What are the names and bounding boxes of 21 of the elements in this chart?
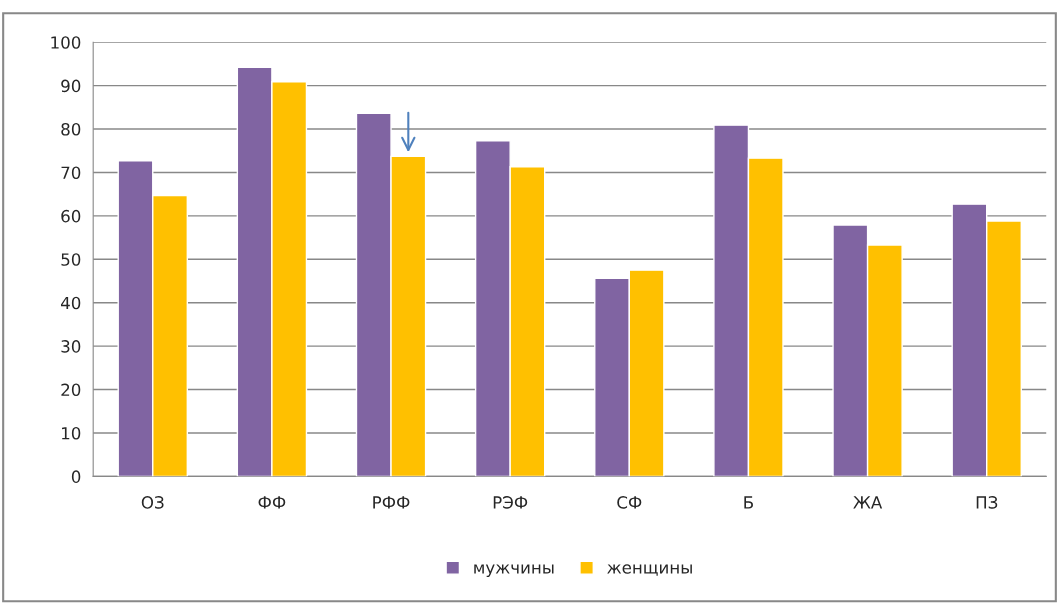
y-tick-label: 100 [51, 36, 81, 49]
x-tick-label: Б [744, 496, 753, 509]
y-tick-label: 40 [60, 296, 81, 310]
x-tick-label: ЖА [853, 496, 883, 509]
x-tick-label: ОЗ [141, 496, 164, 509]
legend-label: мужчины [474, 564, 554, 577]
x-tick-label: ФФ [258, 496, 286, 509]
y-tick-label: 90 [61, 79, 81, 93]
y-tick-label: 20 [61, 383, 81, 397]
y-tick-label: 80 [61, 123, 81, 136]
y-tick-label: 10 [62, 426, 81, 440]
x-tick-label: ПЗ [976, 496, 998, 509]
x-tick-label: СФ [617, 496, 642, 509]
y-tick-label: 30 [61, 340, 81, 353]
y-tick-label: 0 [71, 470, 81, 483]
x-tick-label: РЭФ [493, 496, 528, 509]
y-tick-label: 70 [61, 166, 81, 180]
x-tick-label: РФФ [373, 496, 410, 509]
y-tick-label: 50 [61, 253, 81, 266]
legend-label: женщины [607, 564, 692, 576]
y-tick-label: 60 [61, 209, 81, 223]
